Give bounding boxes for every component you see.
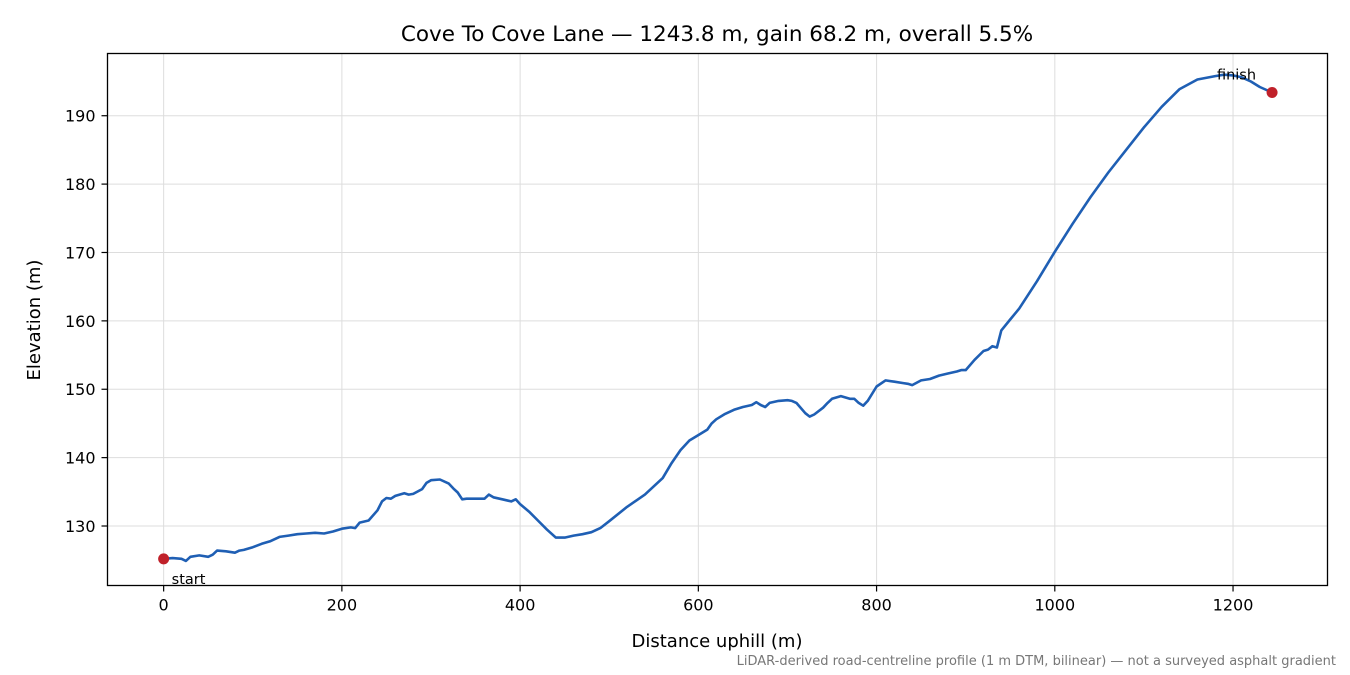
finish-annotation: finish (1217, 67, 1256, 83)
x-tick-label: 1000 (1034, 596, 1075, 615)
finish-marker (1266, 86, 1278, 98)
x-tick-label: 200 (327, 596, 358, 615)
elevation-line (162, 73, 1274, 563)
y-tick-label: 160 (65, 312, 96, 331)
plot-frame (106, 52, 1329, 587)
x-tick-label: 600 (683, 596, 714, 615)
y-tick-label: 150 (65, 380, 96, 399)
chart-title: Cove To Cove Lane — 1243.8 m, gain 68.2 … (401, 22, 1033, 47)
y-tick-label: 180 (65, 175, 96, 194)
y-tick-label: 190 (65, 107, 96, 126)
start-marker (158, 553, 170, 565)
y-tick-label: 140 (65, 449, 96, 468)
x-tick-label: 1200 (1213, 596, 1254, 615)
x-tick-label: 0 (159, 596, 169, 615)
x-axis-label: Distance uphill (m) (632, 631, 803, 652)
start-annotation: start (172, 572, 206, 588)
y-tick-label: 130 (65, 517, 96, 536)
y-tick-label: 170 (65, 243, 96, 262)
footnote: LiDAR-derived road-centreline profile (1… (737, 654, 1336, 669)
y-axis-label: Elevation (m) (24, 260, 45, 381)
x-tick-label: 800 (861, 596, 892, 615)
x-tick-label: 400 (505, 596, 536, 615)
